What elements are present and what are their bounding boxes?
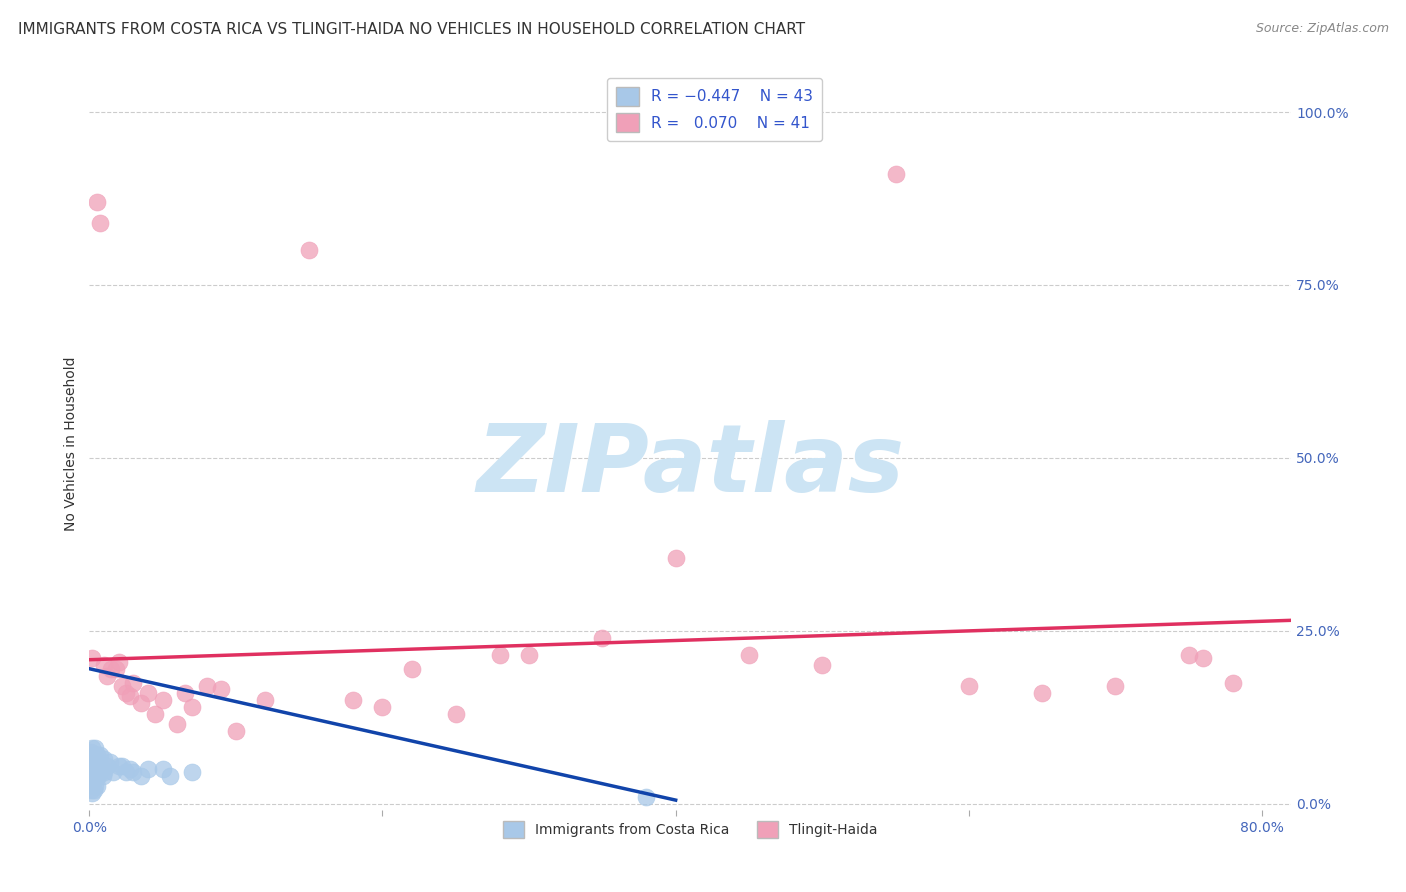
Point <box>195 679 218 693</box>
Point <box>82 765 104 780</box>
Point <box>86 194 108 209</box>
Point <box>136 686 159 700</box>
Point <box>181 699 204 714</box>
Point <box>82 741 104 756</box>
Point <box>80 769 103 783</box>
Point <box>591 631 613 645</box>
Point <box>104 662 127 676</box>
Point <box>371 699 394 714</box>
Point <box>884 167 907 181</box>
Point <box>110 679 132 693</box>
Point <box>115 765 138 780</box>
Legend: Immigrants from Costa Rica, Tlingit-Haida: Immigrants from Costa Rica, Tlingit-Haid… <box>498 816 883 844</box>
Point <box>1222 675 1244 690</box>
Point <box>89 748 111 763</box>
Point <box>89 216 111 230</box>
Point <box>87 755 110 769</box>
Point <box>84 741 107 756</box>
Point <box>517 648 540 662</box>
Point <box>1192 651 1215 665</box>
Point <box>122 675 145 690</box>
Point <box>101 765 124 780</box>
Point <box>1031 686 1053 700</box>
Point <box>80 782 103 797</box>
Point <box>811 658 834 673</box>
Point <box>110 758 132 772</box>
Point <box>86 769 108 783</box>
Point <box>181 765 204 780</box>
Y-axis label: No Vehicles in Household: No Vehicles in Household <box>65 357 79 532</box>
Point <box>83 758 105 772</box>
Point <box>488 648 510 662</box>
Point <box>80 745 103 759</box>
Point <box>84 765 107 780</box>
Point <box>84 779 107 793</box>
Point <box>80 755 103 769</box>
Point <box>122 765 145 780</box>
Point <box>129 769 152 783</box>
Point <box>100 662 122 676</box>
Point <box>143 706 166 721</box>
Point <box>83 772 105 787</box>
Point <box>738 648 761 662</box>
Point <box>129 696 152 710</box>
Point <box>298 244 321 258</box>
Point <box>401 662 423 676</box>
Point <box>90 758 112 772</box>
Point <box>82 786 104 800</box>
Point <box>86 748 108 763</box>
Point <box>1177 648 1199 662</box>
Point <box>93 765 115 780</box>
Point <box>107 758 129 772</box>
Point <box>120 762 142 776</box>
Point <box>115 686 138 700</box>
Point <box>166 717 188 731</box>
Point <box>86 779 108 793</box>
Point <box>1104 679 1126 693</box>
Point <box>91 769 114 783</box>
Point <box>342 693 364 707</box>
Point <box>254 693 277 707</box>
Point <box>225 723 247 738</box>
Point <box>84 751 107 765</box>
Point <box>96 758 118 772</box>
Point <box>98 755 121 769</box>
Point <box>120 690 142 704</box>
Point <box>87 769 110 783</box>
Point <box>83 782 105 797</box>
Point <box>159 769 181 783</box>
Point <box>444 706 467 721</box>
Point <box>957 679 980 693</box>
Text: Source: ZipAtlas.com: Source: ZipAtlas.com <box>1256 22 1389 36</box>
Point <box>173 686 195 700</box>
Text: IMMIGRANTS FROM COSTA RICA VS TLINGIT-HAIDA NO VEHICLES IN HOUSEHOLD CORRELATION: IMMIGRANTS FROM COSTA RICA VS TLINGIT-HA… <box>18 22 806 37</box>
Point <box>82 776 104 790</box>
Point <box>107 655 129 669</box>
Point <box>93 751 115 765</box>
Point <box>209 682 232 697</box>
Point <box>93 658 115 673</box>
Point <box>82 751 104 765</box>
Point <box>83 748 105 763</box>
Point <box>665 551 688 566</box>
Point <box>152 762 174 776</box>
Point <box>86 758 108 772</box>
Point <box>82 651 104 665</box>
Point <box>96 668 118 682</box>
Point <box>136 762 159 776</box>
Point <box>152 693 174 707</box>
Point <box>636 789 658 804</box>
Point <box>89 765 111 780</box>
Text: ZIPatlas: ZIPatlas <box>477 420 904 512</box>
